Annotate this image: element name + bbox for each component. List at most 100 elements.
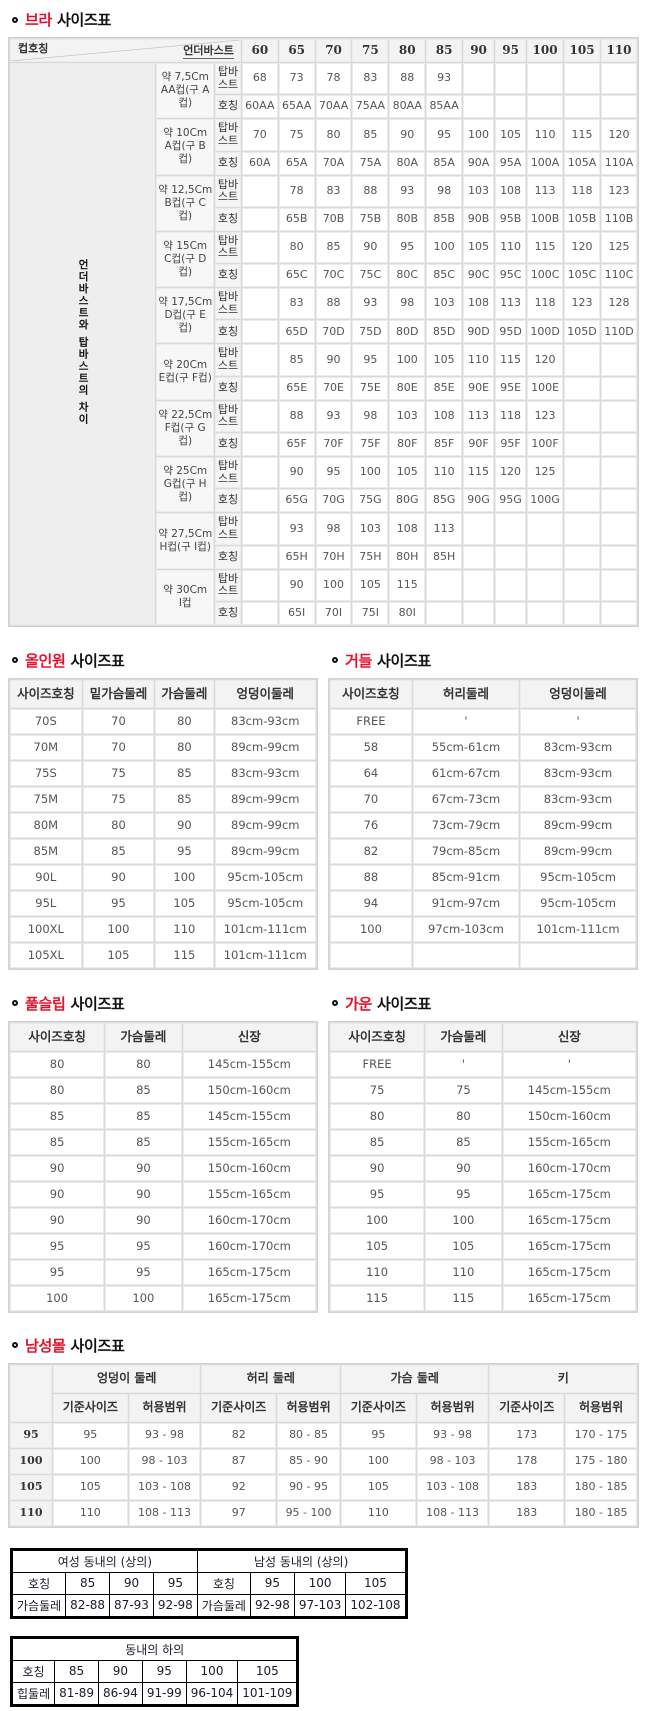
mens-cell: 93 - 98 [128,1422,201,1448]
gown-cell: 115 [330,1285,425,1311]
thermal-top-men-size: 105 [345,1571,406,1595]
section-title-bra-keyword: 브라 [25,11,53,29]
bra-value-call: 105A [564,151,600,175]
bra-side-label-text: 언더바스트와 탑바스트의 차이 [77,259,90,426]
bra-value-topbust [241,288,278,320]
section-title-mens-keyword: 남성몰 [25,1336,66,1355]
bra-value-topbust [527,569,564,601]
thermal-bottom-size: 95 [141,1659,187,1683]
bra-value-call: 75I [352,601,389,625]
bra-cup-diff: 약 20Cm [163,358,208,371]
thermal-bottom-size: 90 [98,1659,143,1683]
bra-value-topbust: 123 [564,288,600,320]
col-gown: 가운 사이즈표 사이즈호칭 가슴둘레 신장 FREE ' ' 75 75 145cm-155cm… [328,984,638,1313]
gown-cell: 105 [330,1233,425,1259]
allinone-cell: 80 [82,812,155,838]
section-title-girdle-suffix: 사이즈표 [377,651,432,670]
bra-value-topbust: 85 [278,344,315,376]
bra-value-call: 75A [352,151,389,175]
bra-value-call [564,601,600,625]
bra-value-topbust [527,513,564,545]
table-row: 85 85 155cm-165cm [10,1129,316,1155]
bra-cup-name: E컵(구 F컵) [158,372,212,385]
bra-value-topbust: 90 [278,569,315,601]
bra-cup-name: AA컵(구 A컵) [160,84,210,110]
bra-value-call: 75C [352,264,389,288]
fullslip-cell: 85 [10,1103,105,1129]
allinone-cell: 95L [10,890,82,916]
bra-row-topbust: 언더바스트와 탑바스트의 차이 약 7,5Cm AA컵(구 A컵) 탑바스트 68 73 7… [10,63,637,625]
bra-value-topbust: 113 [495,288,527,320]
bra-value-topbust: 123 [601,175,637,207]
allinone-cell: 85 [155,760,214,786]
table-row: 88 85cm-91cm 95cm-105cm [330,864,636,890]
mens-sub-header: 허용범위 [128,1393,201,1422]
fullslip-header: 가슴둘레 [105,1022,182,1051]
bra-value-topbust: 110 [426,456,463,489]
bra-row-topbust: 약 17,5Cm D컵(구 E컵) 탑바스트 83 88 93 98 103 108 113 118… [10,288,637,344]
gown-cell: 165cm-175cm [502,1233,636,1259]
bra-row-topbust: 약 10Cm A컵(구 B컵) 탑바스트 70 75 80 85 90 95 100 105 110 1… [10,119,637,175]
bra-measure-label-call: 호칭 [215,151,241,175]
table-row: 90 90 155cm-165cm [10,1181,316,1207]
bra-value-topbust: 100 [315,569,352,601]
gown-cell: 145cm-155cm [502,1077,636,1103]
allinone-header: 밑가슴둘레 [82,679,155,708]
bra-value-topbust: 110 [463,344,495,376]
bra-value-call: 75H [352,545,389,569]
girdle-cell: 85cm-91cm [412,864,520,890]
girdle-size-table: 사이즈호칭 허리둘레 엉덩이둘레 FREE ' ' 58 55cm-61cm 83cm-93cm… [328,677,638,970]
fullslip-size-table: 사이즈호칭 가슴둘레 신장 80 80 145cm-155cm 80 85 150cm-160c… [8,1020,318,1313]
bra-value-call: 70G [315,489,352,513]
allinone-cell: 95 [82,890,155,916]
section-title-mens: 남성몰 사이즈표 [12,1335,647,1356]
gown-cell: 100 [425,1207,502,1233]
bra-measure-label-call: 호칭 [215,432,241,456]
girdle-cell: 88 [330,864,412,890]
bra-value-topbust: 103 [352,513,389,545]
table-row: 70 67cm-73cm 83cm-93cm [330,786,636,812]
bra-row-call: 호칭 65G 70G 75G 80G 85G 90G 95G 100G [10,489,637,513]
bra-measure-label-call: 호칭 [215,601,241,625]
table-row: 80M 80 90 89cm-99cm [10,812,316,838]
bra-value-topbust: 110 [527,119,564,151]
bra-value-topbust [601,400,637,432]
bra-value-call: 105C [564,264,600,288]
corner-cup-label: 컵호칭 [18,42,49,56]
girdle-cell: 64 [330,760,412,786]
bra-underbust-header-80: 80 [389,39,426,62]
fullslip-cell: 90 [10,1181,105,1207]
bra-measure-label-topbust: 탑바스트 [215,175,241,207]
bra-value-call: 100F [527,432,564,456]
bra-value-call [564,376,600,400]
bra-value-call: 85B [426,207,463,231]
bra-value-call: 75AA [352,95,389,119]
table-row: 95 95 165cm-175cm [10,1259,316,1285]
thermal-bottom-hip: 91-99 [141,1681,187,1705]
mens-sub-header: 기준사이즈 [53,1393,128,1422]
bra-measure-label-topbust: 탑바스트 [215,288,241,320]
thermal-top-men-size: 95 [249,1571,295,1595]
bra-measure-label-call: 호칭 [215,95,241,119]
bra-value-call: 75E [352,376,389,400]
bra-value-call: 85G [426,489,463,513]
bra-value-topbust: 85 [352,119,389,151]
bra-cup-label: 약 20Cm E컵(구 F컵) [156,344,215,400]
fullslip-cell: 80 [105,1051,182,1077]
bra-value-call: 80G [389,489,426,513]
bra-value-call: 60A [241,151,278,175]
allinone-cell: 100 [155,864,214,890]
allinone-header: 가슴둘레 [155,679,214,708]
bra-value-topbust: 90 [389,119,426,151]
gown-cell: 90 [330,1155,425,1181]
fullslip-cell: 90 [10,1155,105,1181]
bra-measure-label-call: 호칭 [215,207,241,231]
fullslip-cell: 155cm-165cm [182,1129,316,1155]
bra-value-call: 80C [389,264,426,288]
bra-value-topbust: 118 [527,288,564,320]
girdle-cell: 70 [330,786,412,812]
bra-value-topbust [564,456,600,489]
table-row: 105XL 105 115 101cm-111cm [10,942,316,968]
bra-measure-label-topbust: 탑바스트 [215,400,241,432]
bra-row-topbust: 약 22,5Cm F컵(구 G컵) 탑바스트 88 93 98 103 108 113 118 12… [10,400,637,456]
